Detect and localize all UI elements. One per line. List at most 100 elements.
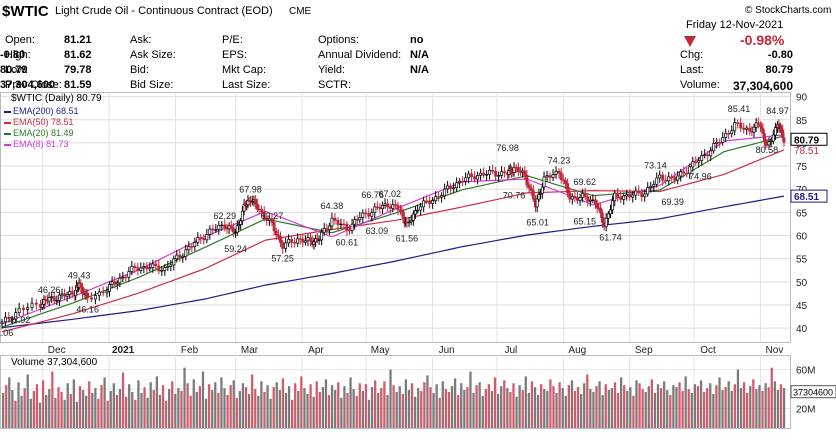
price-candle-body: [606, 213, 610, 219]
volume-bar: [41, 380, 45, 428]
price-candle-body: [646, 187, 650, 195]
volume-bar: [346, 392, 349, 428]
volume-bar: [493, 377, 497, 428]
volume-bar: [324, 379, 328, 428]
price-candle-body: [564, 179, 567, 184]
volume-bar: [211, 390, 214, 428]
price-candle-body: [752, 126, 756, 133]
price-candle-body: [756, 122, 760, 126]
volume-bar: [32, 391, 36, 428]
quote-far-value: 80.79: [0, 64, 28, 76]
volume-bar: [281, 378, 285, 428]
price-candle-body: [431, 200, 435, 204]
price-annotation: 61.74: [599, 232, 622, 242]
price-annotation: 74.23: [548, 156, 571, 166]
volume-bar: [659, 388, 663, 428]
volume-bar: [367, 399, 371, 428]
price-candle-body: [101, 291, 105, 294]
volume-bar: [115, 394, 119, 428]
volume-bar: [189, 395, 192, 428]
price-candle-body: [322, 228, 326, 233]
price-candle-body: [274, 230, 278, 236]
price-candle-body: [320, 231, 324, 241]
volume-bar: [97, 398, 100, 428]
price-candle-body: [166, 265, 170, 268]
price-candle-body: [301, 238, 305, 243]
price-candle-body: [458, 180, 462, 184]
volume-bar: [60, 391, 63, 428]
price-candle-body: [670, 176, 674, 179]
volume-bar: [220, 377, 223, 428]
price-candle-body: [105, 290, 109, 294]
volume-bar: [327, 394, 331, 428]
volume-bar: [638, 383, 641, 428]
price-candle-body: [81, 286, 85, 295]
price-candle-body: [110, 281, 114, 285]
volume-bar: [171, 381, 174, 428]
price-candle-body: [700, 155, 704, 161]
price-candle-body: [762, 132, 766, 142]
price-candle-body: [393, 204, 397, 206]
price-candle-body: [391, 204, 395, 209]
volume-bar: [398, 386, 401, 428]
price-candle-body: [604, 217, 608, 228]
volume-bar: [140, 392, 143, 428]
volume-bar: [134, 399, 137, 428]
volume-bar: [361, 391, 364, 428]
volume-bar: [370, 387, 374, 428]
price-annotation: 59.24: [224, 244, 247, 254]
volume-bar: [69, 393, 72, 428]
quote-mid-label: Ask Size:: [130, 49, 176, 61]
ma-line: [1, 195, 785, 329]
volume-bar: [472, 392, 475, 428]
volume-bar: [435, 384, 438, 428]
price-candle-body: [529, 187, 533, 191]
price-annotation: 63.09: [366, 226, 389, 236]
price-candle-body: [566, 183, 570, 193]
price-candle-body: [142, 266, 146, 269]
volume-bar: [121, 372, 125, 428]
volume-bar: [696, 386, 700, 428]
price-candle-body: [10, 318, 14, 320]
price-candle-body: [193, 242, 197, 247]
price-candle-body: [559, 172, 563, 180]
volume-bar: [297, 391, 300, 428]
price-candle-body: [303, 240, 307, 243]
volume-bar: [666, 390, 669, 428]
volume-bar: [580, 393, 583, 428]
volume-bar: [312, 396, 315, 428]
volume-bar: [278, 390, 281, 428]
volume-bar: [217, 392, 220, 428]
price-candle-body: [542, 176, 546, 188]
volume-bar: [567, 385, 570, 428]
price-candle-body: [599, 207, 603, 214]
volume-bar: [506, 388, 509, 428]
price-candle-body: [175, 254, 179, 260]
price-candle-body: [586, 196, 590, 202]
price-candle-body: [211, 228, 215, 231]
volume-bar: [118, 389, 122, 428]
price-candle-body: [34, 302, 38, 305]
volume-bar: [226, 394, 229, 428]
price-candle-body: [336, 219, 340, 225]
volume-bar: [14, 400, 17, 428]
price-candle-body: [17, 307, 21, 313]
price-candle-body: [634, 190, 638, 196]
volume-bar: [103, 377, 106, 428]
price-candle-body: [108, 284, 112, 292]
price-candle-body: [237, 224, 241, 227]
price-candle-body: [694, 161, 698, 163]
price-candle-body: [361, 212, 365, 218]
price-candle-body: [525, 174, 529, 186]
volume-bar: [340, 397, 343, 428]
price-candle-body: [68, 291, 72, 295]
price-candle-body: [383, 203, 387, 206]
legend-swatch: [4, 132, 11, 135]
price-candle-body: [160, 270, 164, 272]
volume-bar: [478, 382, 481, 428]
price-candle-body: [748, 127, 752, 132]
price-candle-body: [449, 185, 453, 189]
volume-bar: [589, 389, 592, 428]
volume-bar: [601, 394, 604, 428]
price-candle-body: [381, 204, 384, 209]
